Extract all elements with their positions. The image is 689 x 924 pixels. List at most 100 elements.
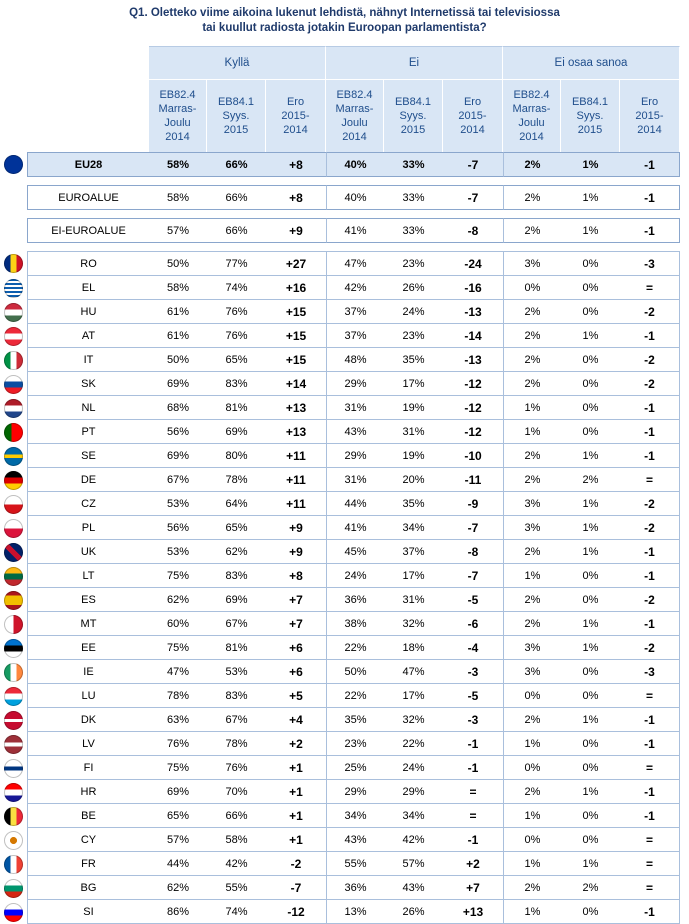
se-flag-icon: [4, 446, 23, 466]
table-row: CY 57% 58% +1 43% 42% -1 0% 0% =: [0, 828, 680, 852]
table-row: FI 75% 76% +1 25% 24% -1 0% 0% =: [0, 756, 680, 780]
sub-header-line: Marras-: [512, 103, 551, 115]
value-cell: 0%: [561, 372, 620, 396]
value-cell: 40%: [326, 185, 384, 210]
diff-cell: -1: [620, 732, 680, 756]
value-cell: 2%: [503, 300, 561, 324]
value-cell: 20%: [384, 468, 443, 492]
diff-cell: -7: [443, 564, 503, 588]
sub-header-line: Ero: [463, 96, 482, 108]
sub-header-line: Joulu: [518, 117, 545, 129]
diff-cell: +9: [266, 218, 326, 243]
diff-cell: -1: [620, 540, 680, 564]
uk-flag-icon: [4, 542, 23, 562]
value-cell: 1%: [561, 492, 620, 516]
diff-cell: -14: [443, 324, 503, 348]
diff-cell: +8: [266, 564, 326, 588]
diff-cell: -1: [620, 218, 680, 243]
value-cell: 1%: [561, 218, 620, 243]
value-cell: 3%: [503, 660, 561, 684]
value-cell: 1%: [561, 852, 620, 876]
diff-cell: +16: [266, 276, 326, 300]
diff-cell: -8: [443, 540, 503, 564]
value-cell: 69%: [149, 372, 207, 396]
value-cell: 81%: [207, 636, 266, 660]
diff-cell: +6: [266, 660, 326, 684]
value-cell: 38%: [326, 612, 384, 636]
bg-flag-icon: [4, 878, 23, 898]
diff-cell: =: [443, 780, 503, 804]
table-row: SE 69% 80% +11 29% 19% -10 2% 1% -1: [0, 444, 680, 468]
value-cell: 1%: [561, 708, 620, 732]
lu-flag-icon: [4, 686, 23, 706]
diff-cell: +13: [443, 900, 503, 924]
ee-flag-icon: [4, 638, 23, 658]
value-cell: 0%: [561, 756, 620, 780]
value-cell: 37%: [326, 300, 384, 324]
value-cell: 2%: [503, 185, 561, 210]
sub-header-line: Marras-: [335, 103, 374, 115]
value-cell: 50%: [149, 348, 207, 372]
diff-cell: -9: [443, 492, 503, 516]
table-row: FR 44% 42% -2 55% 57% +2 1% 1% =: [0, 852, 680, 876]
row-label: LT: [27, 564, 149, 588]
table-row: EUROALUE 58% 66% +8 40% 33% -7 2% 1% -1: [0, 185, 680, 210]
group-header-yes: Kyllä: [149, 46, 326, 79]
table-row: LU 78% 83% +5 22% 17% -5 0% 0% =: [0, 684, 680, 708]
value-cell: 41%: [326, 218, 384, 243]
table-row: EL 58% 74% +16 42% 26% -16 0% 0% =: [0, 276, 680, 300]
diff-cell: +9: [266, 540, 326, 564]
value-cell: 29%: [326, 780, 384, 804]
ie-flag-icon: [4, 662, 23, 682]
value-cell: 32%: [384, 708, 443, 732]
ro-flag-icon: [4, 254, 23, 273]
row-label: EUROALUE: [27, 185, 149, 210]
diff-cell: -10: [443, 444, 503, 468]
value-cell: 35%: [326, 708, 384, 732]
value-cell: 31%: [326, 396, 384, 420]
value-cell: 43%: [326, 420, 384, 444]
diff-cell: +15: [266, 324, 326, 348]
diff-cell: -1: [620, 420, 680, 444]
table-row: CZ 53% 64% +11 44% 35% -9 3% 1% -2: [0, 492, 680, 516]
diff-cell: -1: [620, 804, 680, 828]
diff-cell: =: [620, 876, 680, 900]
value-cell: 50%: [149, 251, 207, 276]
value-cell: 77%: [207, 251, 266, 276]
diff-cell: -13: [443, 348, 503, 372]
value-cell: 0%: [561, 804, 620, 828]
diff-cell: +15: [266, 348, 326, 372]
diff-cell: +6: [266, 636, 326, 660]
value-cell: 29%: [326, 444, 384, 468]
value-cell: 34%: [326, 804, 384, 828]
value-cell: 65%: [149, 804, 207, 828]
row-label: BE: [27, 804, 149, 828]
row-label: AT: [27, 324, 149, 348]
value-cell: 17%: [384, 684, 443, 708]
row-label: PT: [27, 420, 149, 444]
value-cell: 31%: [326, 468, 384, 492]
diff-cell: -3: [443, 708, 503, 732]
row-label: UK: [27, 540, 149, 564]
sub-header-line: 2015: [577, 124, 603, 136]
sub-header-eb82: EB82.4 Marras- Joulu 2014: [503, 79, 561, 152]
cz-flag-icon: [4, 494, 23, 514]
value-cell: 75%: [149, 564, 207, 588]
value-cell: 0%: [561, 588, 620, 612]
sub-header-line: Ero: [286, 96, 305, 108]
value-cell: 0%: [561, 564, 620, 588]
diff-cell: +1: [266, 756, 326, 780]
sk-flag-icon: [4, 374, 23, 394]
value-cell: 25%: [326, 756, 384, 780]
diff-cell: +1: [266, 828, 326, 852]
value-cell: 1%: [503, 564, 561, 588]
row-label: BG: [27, 876, 149, 900]
value-cell: 53%: [207, 660, 266, 684]
row-label: NL: [27, 396, 149, 420]
sub-header-line: 2015-: [458, 110, 487, 122]
value-cell: 65%: [207, 516, 266, 540]
diff-cell: -2: [620, 588, 680, 612]
value-cell: 1%: [503, 396, 561, 420]
sub-header-line: 2015-: [635, 110, 664, 122]
value-cell: 47%: [384, 660, 443, 684]
